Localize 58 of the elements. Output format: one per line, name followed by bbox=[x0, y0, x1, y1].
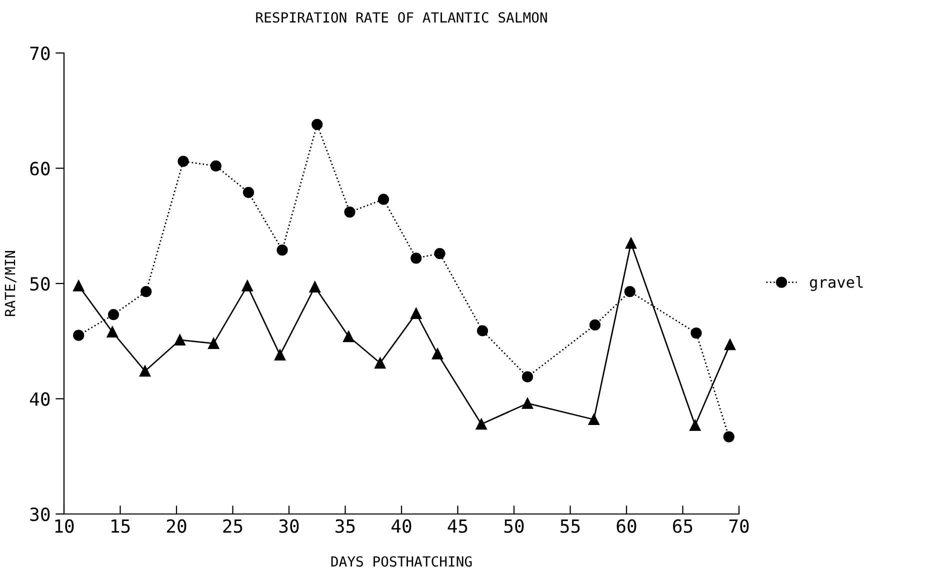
point bbox=[410, 308, 422, 320]
point bbox=[432, 348, 444, 360]
x-tick-label: 10 bbox=[55, 519, 74, 533]
point bbox=[723, 431, 734, 442]
y-tick-label: 70 bbox=[30, 46, 50, 60]
point bbox=[476, 418, 487, 430]
point bbox=[624, 286, 636, 298]
point bbox=[374, 357, 386, 369]
x-tick-label: 45 bbox=[448, 520, 468, 533]
point bbox=[108, 309, 120, 320]
point bbox=[690, 420, 701, 431]
point bbox=[410, 252, 422, 264]
point bbox=[690, 328, 702, 339]
chart-title: RESPIRATION RATE OF ATLANTIC SALMON bbox=[256, 12, 547, 23]
point bbox=[140, 286, 152, 298]
point bbox=[588, 414, 600, 426]
y-tick-label: 50 bbox=[30, 277, 50, 291]
point bbox=[343, 330, 354, 342]
point bbox=[73, 280, 84, 292]
x-tick-label: 20 bbox=[166, 519, 186, 533]
point bbox=[139, 366, 151, 377]
point bbox=[522, 398, 534, 409]
x-axis-title: DAYS POSTHATCHING bbox=[331, 556, 472, 567]
point bbox=[625, 238, 637, 249]
x-tick-label: 65 bbox=[673, 519, 692, 533]
point bbox=[344, 206, 356, 218]
point bbox=[434, 248, 446, 260]
point bbox=[312, 118, 323, 130]
y-axis-title: RATE/MIN bbox=[4, 250, 16, 316]
x-tick-label: 60 bbox=[616, 519, 636, 533]
point bbox=[106, 326, 118, 338]
y-tick-label: 40 bbox=[30, 392, 50, 406]
point bbox=[210, 160, 222, 172]
point bbox=[242, 280, 253, 292]
x-tick-label: 70 bbox=[729, 519, 749, 533]
y-tick-label: 30 bbox=[30, 508, 50, 522]
point bbox=[178, 156, 189, 167]
point bbox=[309, 281, 320, 293]
x-tick-label: 15 bbox=[112, 520, 130, 533]
point bbox=[242, 186, 254, 198]
point bbox=[208, 338, 220, 349]
point bbox=[476, 325, 488, 336]
x-tick-label: 55 bbox=[560, 520, 580, 533]
point bbox=[522, 371, 534, 382]
y-tick-label: 60 bbox=[30, 162, 50, 176]
point bbox=[73, 330, 84, 341]
point bbox=[724, 339, 736, 350]
legend-label: gravel bbox=[810, 276, 863, 291]
point bbox=[589, 319, 601, 331]
point bbox=[378, 194, 390, 205]
x-tick-label: 30 bbox=[279, 519, 299, 533]
point bbox=[174, 334, 186, 346]
x-tick-label: 50 bbox=[504, 519, 524, 533]
x-tick-label: 40 bbox=[392, 519, 412, 533]
x-tick-label: 35 bbox=[336, 519, 355, 533]
point bbox=[274, 349, 286, 361]
point bbox=[276, 244, 288, 256]
x-tick-label: 25 bbox=[223, 519, 242, 533]
